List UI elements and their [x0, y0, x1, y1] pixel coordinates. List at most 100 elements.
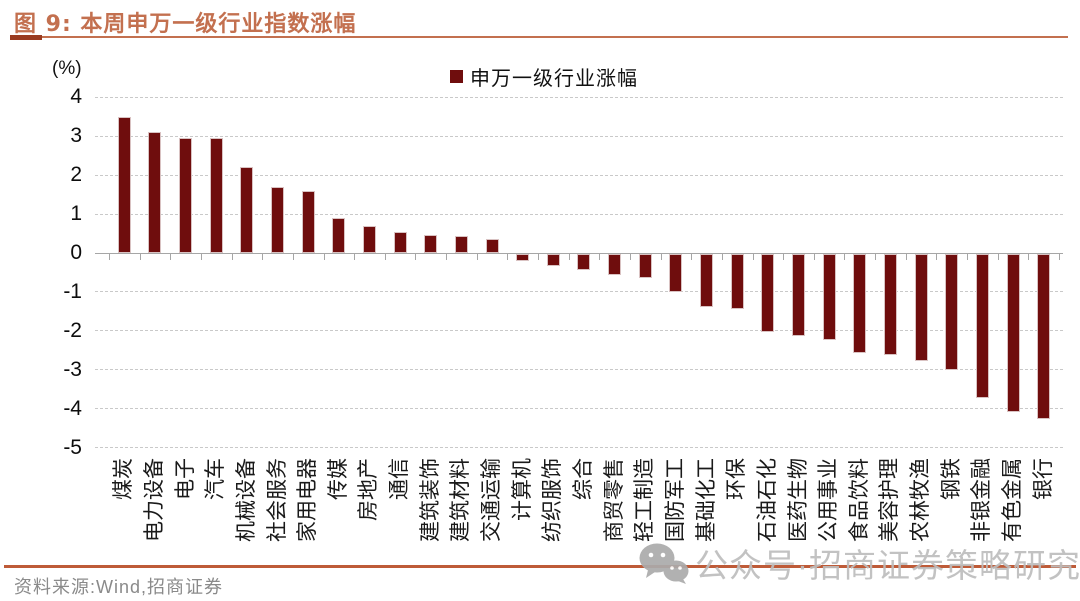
x-axis-tick [538, 254, 540, 260]
x-axis-label: 家用电器 [296, 458, 320, 542]
gridline [95, 291, 1063, 293]
x-axis-tick [568, 254, 570, 260]
x-axis-tick [1058, 254, 1060, 260]
x-axis-tick [813, 254, 815, 260]
bar [669, 254, 683, 293]
x-axis-label: 传媒 [326, 458, 350, 500]
x-axis-label: 电力设备 [142, 458, 166, 542]
y-axis-tick-label: -1 [63, 279, 82, 303]
bottom-rule [4, 565, 1076, 568]
x-axis-tick [292, 254, 294, 260]
bar [332, 217, 346, 253]
bar [485, 238, 499, 253]
x-axis-label: 商贸零售 [602, 458, 626, 542]
gridline [95, 96, 1063, 98]
y-axis-tick-label: 1 [70, 202, 82, 226]
x-axis-label: 机械设备 [234, 458, 258, 542]
title-rule [10, 36, 1068, 38]
bar [148, 132, 162, 253]
bar [393, 232, 407, 253]
source-text: 资料来源:Wind,招商证券 [14, 577, 224, 597]
gridline [95, 447, 1063, 448]
bar [822, 254, 836, 340]
x-axis-label: 通信 [388, 458, 412, 500]
x-axis-label: 综合 [571, 458, 595, 500]
bar [240, 167, 254, 253]
y-axis-tick-label: 0 [70, 241, 82, 264]
x-axis-tick [323, 254, 325, 260]
title-rule-accent [10, 35, 42, 40]
gridline [95, 213, 1063, 215]
legend: 申万一级行业涨幅 [450, 62, 638, 91]
y-axis-tick-label: -2 [63, 318, 82, 342]
x-axis-tick [599, 254, 601, 260]
x-axis-tick [967, 254, 969, 260]
gridline [95, 369, 1063, 371]
x-axis-tick [905, 254, 907, 260]
bar [362, 225, 376, 253]
x-axis-label: 社会服务 [265, 458, 289, 542]
x-axis-tick [476, 254, 478, 260]
bar [1006, 254, 1020, 413]
x-axis-tick [354, 254, 356, 260]
y-axis-tick-label: 4 [70, 85, 82, 109]
bar [945, 254, 959, 370]
bar [454, 236, 468, 253]
x-axis-tick [415, 254, 417, 260]
x-axis-label: 交通运输 [480, 458, 504, 542]
bar [271, 186, 285, 253]
watermark-text: 公众号·招商证券策略研究 [695, 547, 1080, 584]
bar [730, 254, 744, 310]
x-axis-tick [200, 254, 202, 260]
legend-label: 申万一级行业涨幅 [470, 68, 638, 90]
x-axis-label: 电子 [173, 458, 197, 500]
y-axis-tick-label: 3 [70, 124, 82, 148]
x-axis-label: 计算机 [510, 458, 534, 521]
bar [914, 254, 928, 361]
x-axis-label: 纺织服饰 [541, 458, 565, 542]
x-axis-tick [875, 254, 877, 260]
x-axis-tick [384, 254, 386, 260]
y-axis-tick-label: -3 [63, 357, 82, 381]
x-axis-tick [997, 254, 999, 260]
x-axis-label: 建筑装饰 [418, 458, 442, 542]
bar [975, 254, 989, 398]
x-axis-label: 房地产 [357, 458, 381, 521]
wechat-icon [639, 543, 689, 584]
x-axis-tick [507, 254, 509, 260]
bar [179, 138, 193, 253]
x-axis-tick [231, 254, 233, 260]
gridline [95, 330, 1063, 332]
bar [792, 254, 805, 336]
x-axis-line [95, 253, 1063, 254]
watermark: 公众号·招商证券策略研究 [638, 542, 1080, 584]
bar [301, 190, 315, 253]
bar [1037, 254, 1051, 420]
x-axis-tick [262, 254, 264, 260]
page-title: 图 9: 本周申万一级行业指数涨幅 [14, 12, 357, 37]
bar [209, 138, 223, 253]
x-axis-tick [446, 254, 448, 260]
bar [883, 254, 897, 356]
bar [761, 254, 775, 332]
bar [424, 235, 438, 253]
x-axis-tick [1028, 254, 1030, 260]
x-axis-tick [660, 254, 662, 260]
x-axis-label: 汽车 [204, 458, 228, 500]
x-axis-tick [721, 254, 723, 260]
x-axis-label: 建筑材料 [449, 458, 473, 542]
x-axis-tick [629, 254, 631, 260]
bar [516, 254, 530, 261]
bar [700, 254, 714, 307]
x-axis-tick [109, 254, 110, 260]
bar [638, 254, 652, 279]
x-axis-tick [170, 254, 172, 260]
x-axis-tick [844, 254, 846, 260]
gridline [95, 174, 1063, 176]
x-axis-tick [691, 254, 693, 260]
y-axis-tick-label: -5 [63, 435, 82, 459]
gridline [95, 408, 1063, 410]
bar [117, 116, 131, 253]
